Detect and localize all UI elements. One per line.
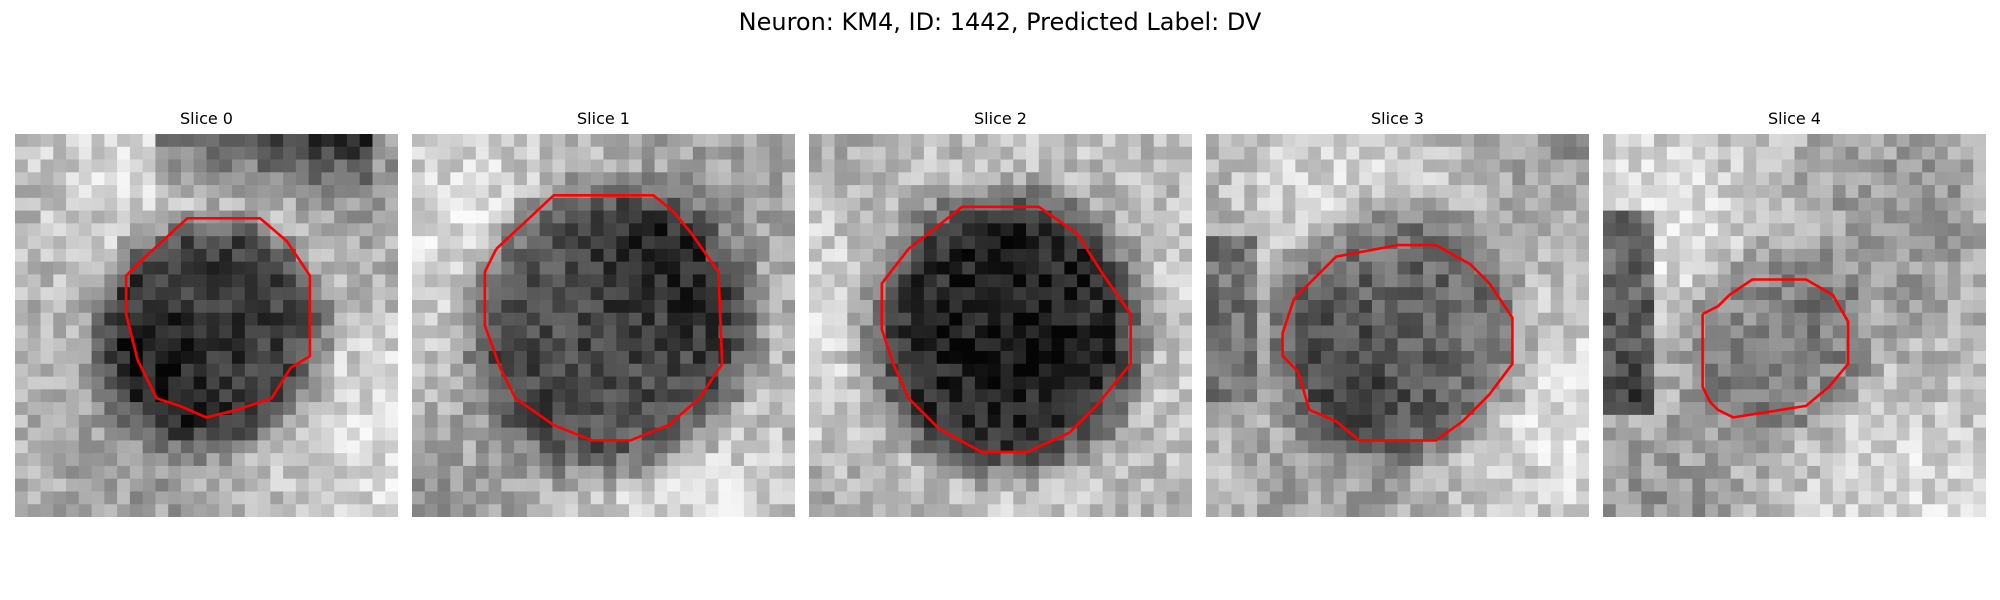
slice-panel-4: Slice 4: [1603, 108, 1986, 517]
slice-image: [1206, 134, 1589, 517]
segmentation-contour: [1281, 243, 1514, 442]
slice-title: Slice 4: [1768, 109, 1821, 128]
slice-image: [15, 134, 398, 517]
slice-panel-0: Slice 0: [15, 108, 398, 517]
slice-panel-3: Slice 3: [1206, 108, 1589, 517]
slice-title: Slice 0: [180, 109, 233, 128]
slice-title: Slice 3: [1371, 109, 1424, 128]
figure-title: Neuron: KM4, ID: 1442, Predicted Label: …: [738, 8, 1262, 36]
segmentation-contour: [880, 205, 1133, 454]
slice-image: [1603, 134, 1986, 517]
slice-panel-1: Slice 1: [412, 108, 795, 517]
slice-title: Slice 1: [577, 109, 630, 128]
segmentation-contour: [483, 193, 724, 442]
segmentation-contour: [124, 217, 312, 419]
segmentation-contour: [1701, 278, 1850, 419]
slice-title: Slice 2: [974, 109, 1027, 128]
slice-panel-2: Slice 2: [809, 108, 1192, 517]
slice-image: [809, 134, 1192, 517]
slice-image: [412, 134, 795, 517]
